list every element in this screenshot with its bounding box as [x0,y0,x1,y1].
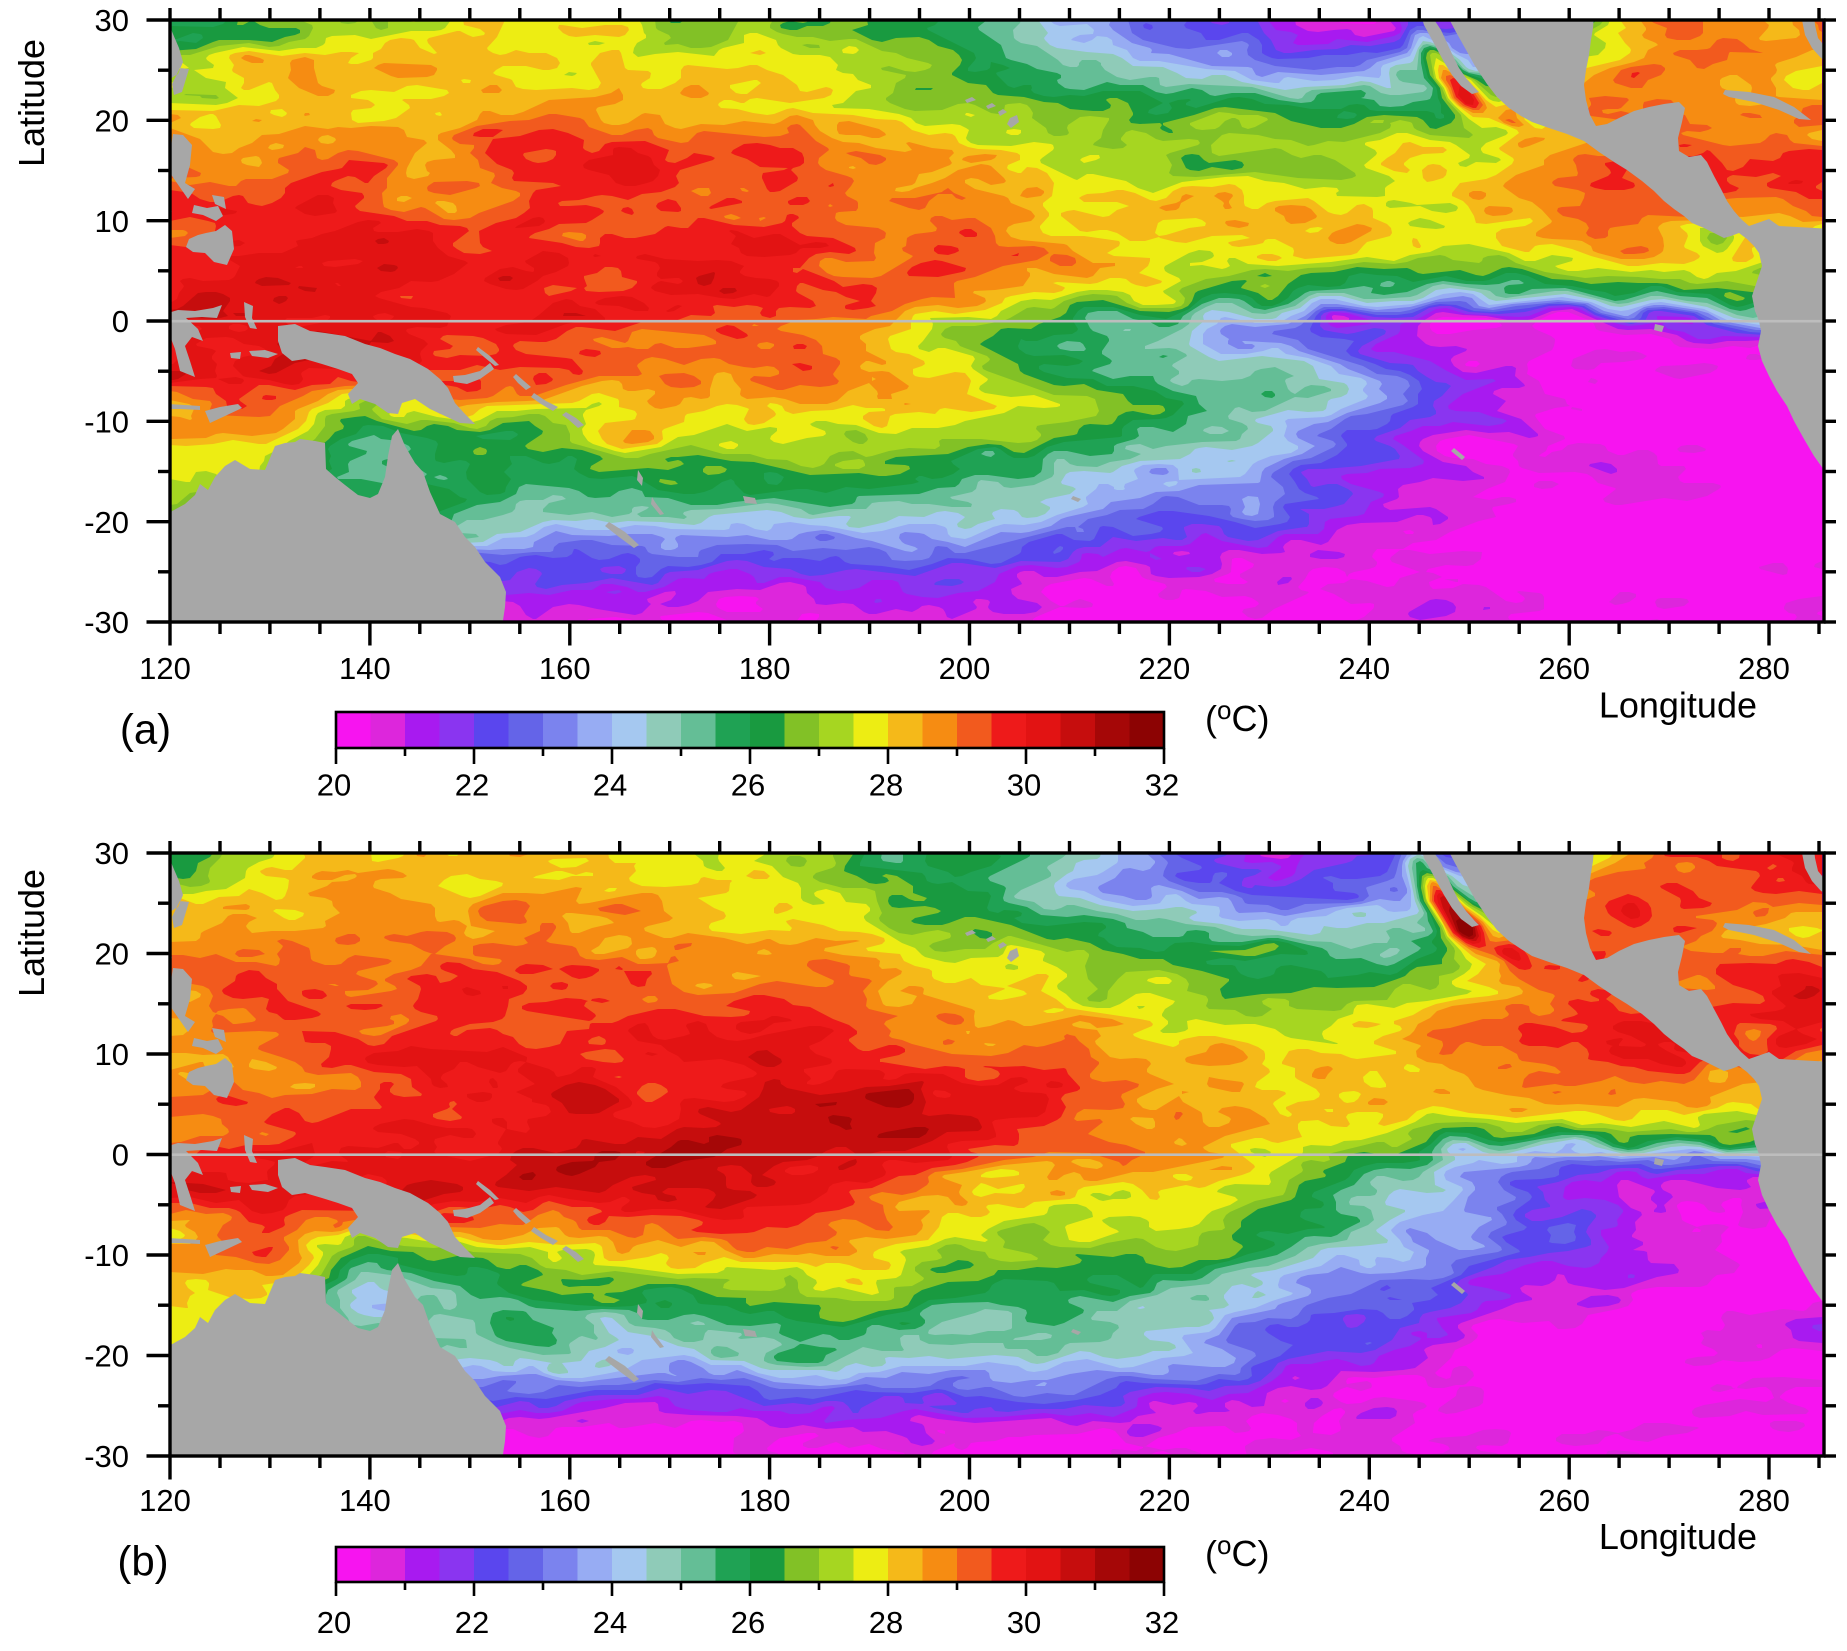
svg-text:200: 200 [939,651,991,686]
svg-text:-10: -10 [84,405,129,440]
svg-text:28: 28 [869,768,903,803]
svg-text:20: 20 [95,937,129,972]
svg-text:Latitude: Latitude [11,869,52,997]
svg-text:(a): (a) [120,706,171,753]
svg-text:240: 240 [1338,651,1390,686]
svg-text:30: 30 [1007,768,1041,803]
svg-text:10: 10 [95,1037,129,1072]
svg-text:-20: -20 [84,505,129,540]
svg-text:180: 180 [739,651,791,686]
svg-text:20: 20 [317,1605,351,1640]
svg-text:180: 180 [739,1483,791,1518]
svg-text:280: 280 [1738,1483,1790,1518]
svg-text:30: 30 [1007,1605,1041,1640]
svg-text:120: 120 [139,1483,191,1518]
svg-text:Longitude: Longitude [1599,1516,1757,1557]
svg-text:-20: -20 [84,1339,129,1374]
svg-text:32: 32 [1145,1605,1179,1640]
svg-text:220: 220 [1139,1483,1191,1518]
svg-text:-30: -30 [84,605,129,640]
svg-text:26: 26 [731,1605,765,1640]
svg-text:220: 220 [1139,651,1191,686]
svg-text:30: 30 [95,836,129,871]
svg-text:24: 24 [593,768,627,803]
svg-text:10: 10 [95,204,129,239]
svg-text:260: 260 [1538,651,1590,686]
svg-text:120: 120 [139,651,191,686]
svg-text:240: 240 [1338,1483,1390,1518]
svg-text:0: 0 [112,304,129,339]
svg-text:22: 22 [455,1605,489,1640]
svg-text:160: 160 [539,651,591,686]
svg-text:160: 160 [539,1483,591,1518]
svg-text:-30: -30 [84,1439,129,1474]
svg-text:260: 260 [1538,1483,1590,1518]
svg-text:26: 26 [731,768,765,803]
svg-text:22: 22 [455,768,489,803]
svg-text:140: 140 [339,1483,391,1518]
svg-text:20: 20 [317,768,351,803]
svg-text:20: 20 [95,104,129,139]
svg-text:28: 28 [869,1605,903,1640]
svg-text:200: 200 [939,1483,991,1518]
svg-text:280: 280 [1738,651,1790,686]
svg-text:0: 0 [112,1138,129,1173]
svg-text:140: 140 [339,651,391,686]
svg-text:-10: -10 [84,1238,129,1273]
svg-text:(oC): (oC) [1205,695,1269,739]
svg-text:30: 30 [95,3,129,38]
svg-text:Longitude: Longitude [1599,685,1757,726]
svg-text:(oC): (oC) [1205,1530,1269,1574]
svg-text:32: 32 [1145,768,1179,803]
svg-text:(b): (b) [117,1538,168,1585]
svg-text:Latitude: Latitude [11,39,52,167]
svg-text:24: 24 [593,1605,627,1640]
